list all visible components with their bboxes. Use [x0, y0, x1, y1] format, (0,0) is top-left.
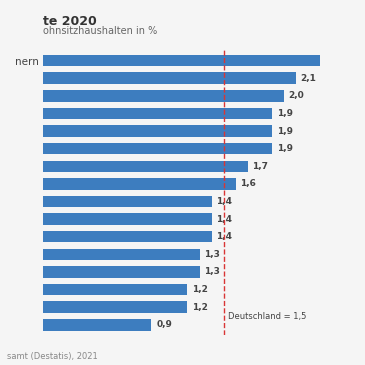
- Text: 1,4: 1,4: [216, 215, 233, 224]
- Text: 1,4: 1,4: [216, 197, 233, 206]
- Bar: [43, 55, 320, 66]
- Text: 1,9: 1,9: [277, 144, 293, 153]
- Text: 1,2: 1,2: [192, 303, 208, 312]
- Text: 2,1: 2,1: [301, 74, 316, 83]
- Text: 1,9: 1,9: [277, 127, 293, 135]
- Text: 1,3: 1,3: [204, 268, 220, 276]
- Bar: [43, 108, 272, 119]
- Bar: [43, 178, 236, 189]
- Bar: [43, 266, 200, 278]
- Bar: [43, 214, 212, 225]
- Text: 1,4: 1,4: [216, 232, 233, 241]
- Text: Deutschland = 1,5: Deutschland = 1,5: [228, 311, 307, 320]
- Bar: [43, 249, 200, 260]
- Bar: [43, 319, 151, 331]
- Text: 1,2: 1,2: [192, 285, 208, 294]
- Bar: [43, 196, 212, 207]
- Text: 1,7: 1,7: [253, 162, 269, 171]
- Text: 2,0: 2,0: [289, 91, 304, 100]
- Text: 1,9: 1,9: [277, 109, 293, 118]
- Text: samt (Destatis), 2021: samt (Destatis), 2021: [7, 351, 98, 361]
- Bar: [43, 125, 272, 137]
- Bar: [43, 90, 284, 101]
- Text: 1,6: 1,6: [241, 179, 256, 188]
- Bar: [43, 284, 188, 295]
- Text: ohnsitzhaushalten in %: ohnsitzhaushalten in %: [43, 26, 157, 36]
- Bar: [43, 143, 272, 154]
- Text: 1,3: 1,3: [204, 250, 220, 259]
- Bar: [43, 301, 188, 313]
- Bar: [43, 73, 296, 84]
- Text: 0,9: 0,9: [156, 320, 172, 329]
- Text: te 2020: te 2020: [43, 15, 97, 28]
- Bar: [43, 231, 212, 242]
- Bar: [43, 161, 248, 172]
